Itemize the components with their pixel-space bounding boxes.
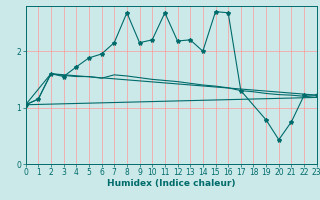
X-axis label: Humidex (Indice chaleur): Humidex (Indice chaleur) <box>107 179 236 188</box>
